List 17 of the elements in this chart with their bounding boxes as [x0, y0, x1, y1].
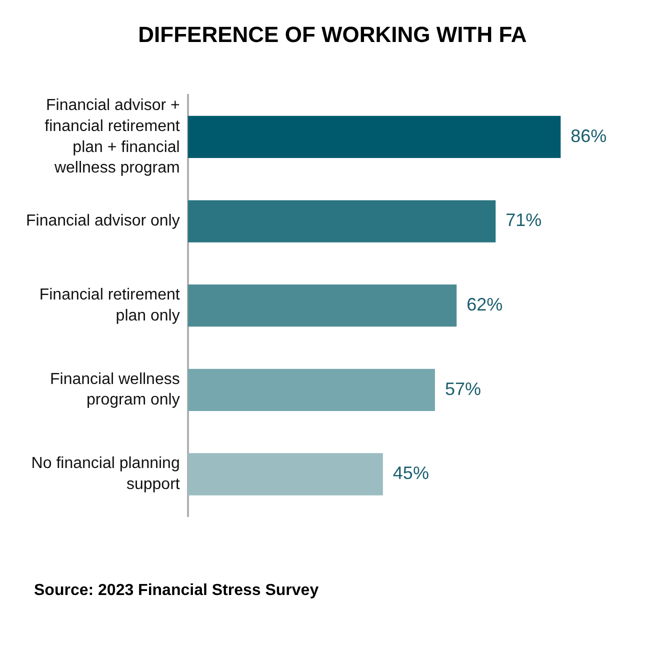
data-label: 71%	[506, 210, 542, 230]
bar	[188, 368, 435, 411]
y-tick-label: Financial advisor only	[26, 212, 180, 230]
source-note: Source: 2023 Financial Stress Survey	[34, 582, 320, 600]
bar	[188, 453, 383, 496]
bar	[188, 116, 561, 158]
y-tick-label: Financial wellness program only	[50, 370, 180, 409]
bar	[188, 284, 457, 327]
bar	[188, 200, 496, 242]
data-label: 45%	[392, 463, 429, 484]
data-label: 62%	[466, 294, 503, 315]
y-tick-label: Financial advisor + financial retirement plan + financial wellness program	[44, 97, 180, 177]
data-label: 86%	[570, 126, 607, 146]
y-tick-label: Financial retirement plan only	[39, 286, 180, 324]
data-label: 57%	[444, 378, 481, 399]
y-tick-label: No financial planning support	[31, 455, 180, 494]
chart-title: DIFFERENCE OF WORKING WITH FA	[137, 22, 528, 48]
